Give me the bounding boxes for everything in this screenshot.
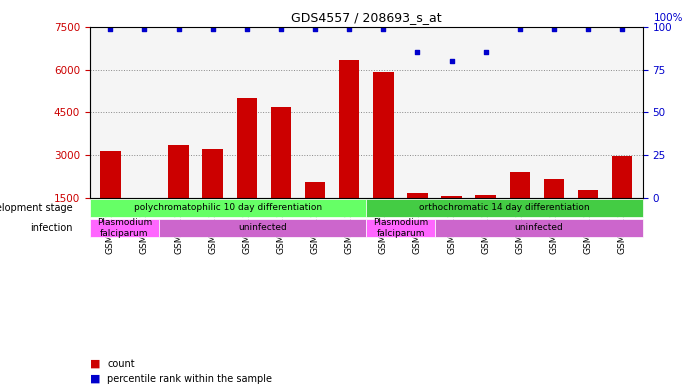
Point <box>105 25 116 31</box>
FancyBboxPatch shape <box>435 219 643 237</box>
Point <box>207 25 218 31</box>
Text: Plasmodium
falciparum: Plasmodium falciparum <box>373 218 428 238</box>
Point <box>583 25 594 31</box>
Bar <box>169 145 189 240</box>
Bar <box>134 202 155 240</box>
Text: orthochromatic 14 day differentiation: orthochromatic 14 day differentiation <box>419 203 589 212</box>
Bar <box>407 193 428 240</box>
Bar <box>202 149 223 240</box>
Bar <box>544 179 564 240</box>
Point <box>378 25 389 31</box>
Text: infection: infection <box>30 223 73 233</box>
Point <box>514 25 525 31</box>
Point <box>241 25 252 31</box>
FancyBboxPatch shape <box>90 199 366 217</box>
Point <box>139 25 150 31</box>
Point <box>310 25 321 31</box>
Bar <box>442 196 462 240</box>
Point <box>480 50 491 56</box>
Text: uninfected: uninfected <box>238 223 287 232</box>
Point <box>412 50 423 56</box>
FancyBboxPatch shape <box>366 219 435 237</box>
Bar <box>578 190 598 240</box>
Text: polychromatophilic 10 day differentiation: polychromatophilic 10 day differentiatio… <box>134 203 322 212</box>
FancyBboxPatch shape <box>159 219 366 237</box>
Text: development stage: development stage <box>0 203 73 213</box>
Bar <box>475 195 496 240</box>
Bar <box>305 182 325 240</box>
FancyBboxPatch shape <box>366 199 643 217</box>
Bar <box>373 73 394 240</box>
Bar <box>612 156 632 240</box>
Text: Plasmodium
falciparum: Plasmodium falciparum <box>97 218 152 238</box>
Point <box>343 25 354 31</box>
Text: ■: ■ <box>90 374 100 384</box>
Point <box>549 25 560 31</box>
Bar <box>509 172 530 240</box>
Point <box>276 25 287 31</box>
Bar <box>271 106 291 240</box>
FancyBboxPatch shape <box>90 219 159 237</box>
Text: uninfected: uninfected <box>515 223 563 232</box>
Text: 100%: 100% <box>654 13 683 23</box>
Point <box>616 25 627 31</box>
Text: ■: ■ <box>90 359 100 369</box>
Bar <box>236 98 257 240</box>
Title: GDS4557 / 208693_s_at: GDS4557 / 208693_s_at <box>291 11 442 24</box>
Point <box>173 25 184 31</box>
Point <box>446 58 457 64</box>
Text: percentile rank within the sample: percentile rank within the sample <box>107 374 272 384</box>
Bar <box>100 151 120 240</box>
Text: count: count <box>107 359 135 369</box>
Bar <box>339 60 359 240</box>
